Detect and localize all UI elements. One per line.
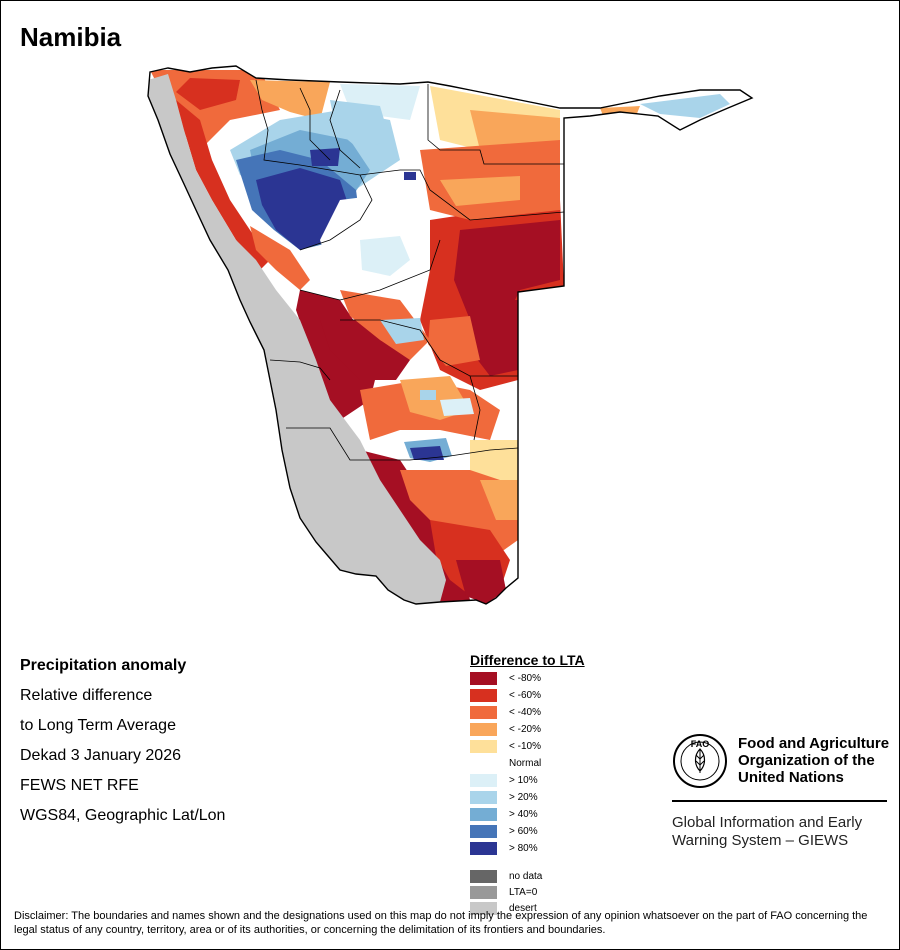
legend-swatch — [470, 757, 497, 770]
legend-title: Difference to LTA — [470, 652, 585, 668]
legend-label: > 10% — [509, 775, 538, 786]
legend-label: no data — [509, 871, 543, 882]
legend-label: > 40% — [509, 809, 538, 820]
legend-label: > 60% — [509, 826, 538, 837]
info-line2: to Long Term Average — [20, 717, 176, 734]
legend-swatch — [470, 791, 497, 804]
legend-swatch — [470, 870, 497, 883]
namibia-map — [147, 65, 753, 605]
legend-label: LTA=0 — [509, 887, 538, 898]
legend-label: < -80% — [509, 673, 541, 684]
legend-swatch — [470, 723, 497, 736]
legend-label: < -10% — [509, 741, 541, 752]
giews-line2: Warning System – GIEWS — [672, 832, 849, 849]
info-heading: Precipitation anomaly — [20, 657, 187, 674]
admin-boundaries — [255, 79, 565, 461]
legend-swatch — [470, 740, 497, 753]
fao-name-line1: Food and Agriculture — [738, 735, 890, 752]
info-projection: WGS84, Geographic Lat/Lon — [20, 807, 226, 824]
legend-swatch — [470, 672, 497, 685]
legend-swatch — [470, 842, 497, 855]
legend-label: > 80% — [509, 843, 538, 854]
disclaimer: Disclaimer: The boundaries and names sho… — [14, 910, 868, 936]
fao-name-line2: Organization of the — [738, 752, 875, 769]
fao-name-line3: United Nations — [738, 769, 844, 786]
legend-swatch — [470, 902, 497, 915]
legend-swatch — [470, 774, 497, 787]
fao-divider — [672, 800, 887, 802]
info-period: Dekad 3 January 2026 — [20, 747, 181, 764]
legend-swatch — [470, 886, 497, 899]
info-source: FEWS NET RFE — [20, 777, 139, 794]
legend-label: Normal — [509, 758, 542, 769]
giews-line1: Global Information and Early — [672, 814, 863, 831]
legend-label: > 20% — [509, 792, 538, 803]
legend-label: < -40% — [509, 707, 541, 718]
legend-swatch — [470, 689, 497, 702]
fao-logo-text: FAO — [691, 739, 710, 749]
info-line1: Relative difference — [20, 687, 153, 704]
anomaly-raster — [148, 66, 752, 604]
legend-swatch — [470, 706, 497, 719]
legend-swatch — [470, 825, 497, 838]
legend-swatch — [470, 808, 497, 821]
legend-label: desert — [509, 903, 537, 914]
fao-logo-icon: FAO — [673, 734, 727, 788]
legend-label: < -20% — [509, 724, 541, 735]
map-title: Namibia — [20, 22, 122, 52]
legend-label: < -60% — [509, 690, 541, 701]
